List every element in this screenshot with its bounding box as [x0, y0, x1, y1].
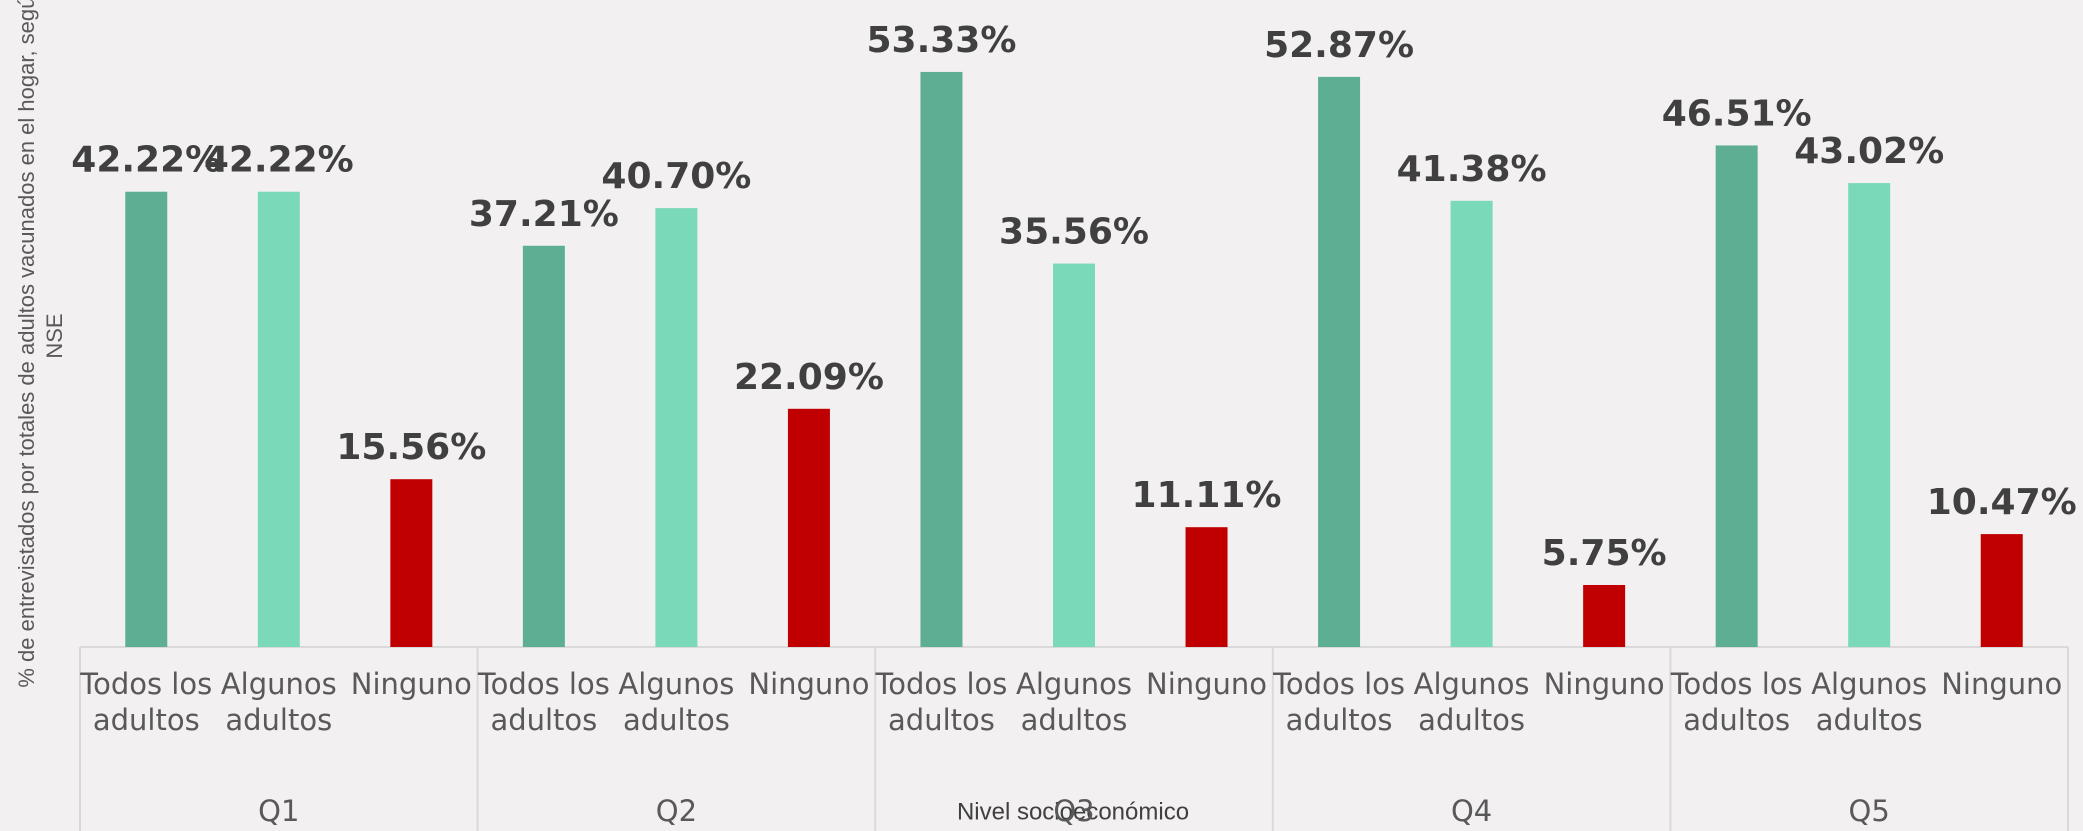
sub-label-box: Ninguno — [1543, 667, 1665, 701]
bar — [522, 245, 565, 647]
bar — [920, 71, 963, 648]
group-label: Q2 — [656, 794, 697, 828]
bar — [1053, 263, 1095, 647]
value-label: 43.02% — [1794, 131, 1944, 172]
x-tick-label: Ninguno — [350, 667, 472, 701]
value-label: 15.56% — [336, 427, 486, 468]
x-tick-label: Ninguno — [1543, 667, 1665, 701]
value-label: 22.09% — [734, 357, 884, 398]
sub-label-box: Algunos adultos — [220, 667, 337, 737]
x-tick-label: Todos los adultos — [80, 667, 213, 737]
x-tick-label: Algunos adultos — [1811, 667, 1928, 737]
x-tick-label: Ninguno — [748, 667, 870, 701]
sub-label-box: Ninguno — [1146, 667, 1268, 701]
x-tick-label: Algunos adultos — [1413, 667, 1530, 737]
value-label: 52.87% — [1264, 25, 1414, 66]
sub-label-box: Ninguno — [350, 667, 472, 701]
x-tick-label: Ninguno — [1941, 667, 2063, 701]
bar — [1450, 200, 1493, 648]
sub-label-box: Algunos adultos — [1413, 667, 1530, 737]
bar — [787, 408, 830, 647]
group-label: Q1 — [258, 794, 299, 828]
group-label: Q5 — [1849, 794, 1890, 828]
value-label: 35.56% — [999, 212, 1149, 253]
sub-label-box: Ninguno — [1941, 667, 2063, 701]
bar — [1848, 183, 1891, 647]
x-tick-label: Todos los adultos — [875, 667, 1008, 737]
value-label: 46.51% — [1662, 93, 1812, 134]
value-label: 10.47% — [1927, 482, 2077, 523]
bar — [1185, 527, 1228, 647]
sub-label-box: Todos los adultos — [477, 667, 610, 737]
bar — [390, 479, 433, 647]
value-label: 5.75% — [1542, 533, 1667, 574]
value-label: 42.22% — [204, 140, 354, 181]
sub-label-box: Todos los adultos — [1670, 667, 1803, 737]
bar — [1980, 534, 2023, 647]
value-label: 11.11% — [1132, 475, 1282, 516]
x-axis-title: Nivel socioeconómico — [957, 798, 1189, 825]
value-label: 53.33% — [866, 20, 1016, 61]
x-tick-label: Algunos adultos — [1016, 667, 1132, 737]
sub-label-box: Algunos adultos — [1016, 667, 1132, 737]
bar — [125, 191, 168, 647]
x-tick-label: Todos los adultos — [1670, 667, 1803, 737]
bar — [1715, 145, 1758, 647]
sub-label-box: Todos los adultos — [80, 667, 213, 737]
bar — [655, 208, 698, 647]
y-axis-title-box: % de entrevistados por totales de adulto… — [14, 0, 67, 688]
value-label: 41.38% — [1397, 149, 1547, 190]
sub-label-box: Ninguno — [748, 667, 870, 701]
bar — [1318, 76, 1361, 647]
group-label: Q4 — [1451, 794, 1492, 828]
x-tick-label: Todos los adultos — [477, 667, 610, 737]
bar — [257, 191, 300, 647]
value-label: 42.22% — [71, 140, 221, 181]
x-tick-label: Todos los adultos — [1273, 667, 1406, 737]
x-tick-label: Algunos adultos — [618, 667, 735, 737]
y-axis-title: % de entrevistados por totales de adulto… — [14, 0, 67, 688]
sub-label-box: Todos los adultos — [1273, 667, 1406, 737]
x-tick-label: Ninguno — [1146, 667, 1268, 701]
group-label: Q3 — [1053, 794, 1094, 828]
value-label: 37.21% — [469, 194, 619, 235]
x-tick-label: Algunos adultos — [220, 667, 337, 737]
bar — [1583, 584, 1626, 647]
sub-label-box: Algunos adultos — [618, 667, 735, 737]
value-label: 40.70% — [601, 156, 751, 197]
sub-label-box: Algunos adultos — [1811, 667, 1928, 737]
sub-label-box: Todos los adultos — [875, 667, 1008, 737]
